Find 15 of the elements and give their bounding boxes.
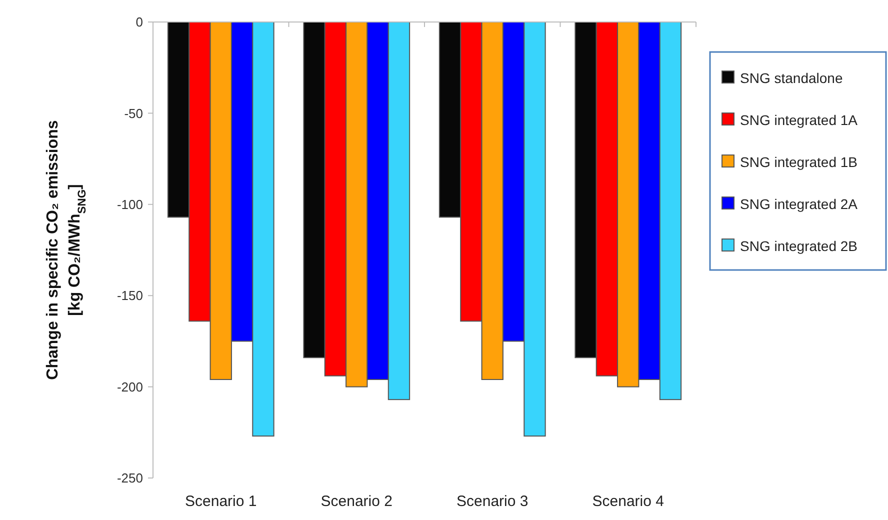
y-tick-label: -50 bbox=[124, 106, 143, 121]
legend-label: SNG integrated 2A bbox=[740, 196, 858, 212]
x-tick-label: Scenario 4 bbox=[592, 493, 664, 510]
legend-label: SNG standalone bbox=[740, 70, 843, 86]
legend-label: SNG integrated 2B bbox=[740, 238, 858, 254]
y-tick-label: -200 bbox=[116, 379, 143, 394]
y-tick-label: -100 bbox=[116, 196, 143, 212]
x-tick-label: Scenario 3 bbox=[456, 493, 528, 510]
legend-label: SNG integrated 1B bbox=[740, 154, 858, 170]
y-tick-label: 0 bbox=[136, 14, 143, 30]
y-tick-label: -250 bbox=[116, 470, 143, 486]
y-tick-label: -150 bbox=[116, 288, 143, 304]
legend-label: SNG integrated 1A bbox=[740, 112, 858, 128]
x-tick-label: Scenario 1 bbox=[185, 493, 257, 510]
x-tick-label: Scenario 2 bbox=[320, 493, 392, 510]
